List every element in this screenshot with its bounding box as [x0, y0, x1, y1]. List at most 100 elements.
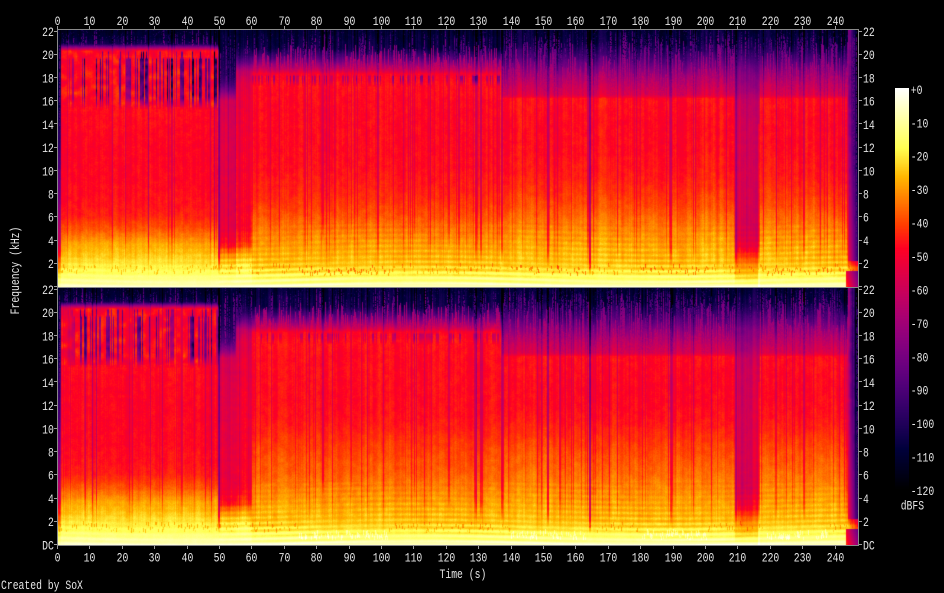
svg-text:0: 0 — [55, 14, 61, 29]
svg-text:210: 210 — [729, 550, 747, 565]
svg-text:8: 8 — [48, 188, 54, 203]
svg-text:130: 130 — [470, 14, 488, 29]
svg-text:60: 60 — [246, 14, 258, 29]
svg-text:230: 230 — [794, 550, 812, 565]
svg-text:16: 16 — [42, 353, 54, 368]
svg-text:14: 14 — [863, 118, 875, 133]
svg-text:-110: -110 — [911, 451, 934, 466]
svg-text:2: 2 — [863, 257, 869, 272]
svg-text:30: 30 — [149, 550, 161, 565]
svg-text:12: 12 — [42, 141, 54, 156]
svg-text:50: 50 — [214, 550, 226, 565]
svg-text:20: 20 — [42, 306, 54, 321]
svg-text:4: 4 — [863, 492, 869, 507]
svg-text:-50: -50 — [911, 250, 929, 265]
svg-text:100: 100 — [373, 14, 391, 29]
svg-text:22: 22 — [863, 25, 875, 40]
svg-text:14: 14 — [863, 376, 875, 391]
svg-text:20: 20 — [117, 550, 129, 565]
svg-text:20: 20 — [863, 306, 875, 321]
svg-text:12: 12 — [863, 141, 875, 156]
svg-text:22: 22 — [863, 283, 875, 298]
svg-text:180: 180 — [632, 550, 650, 565]
svg-text:18: 18 — [863, 71, 875, 86]
svg-text:dBFS: dBFS — [901, 498, 925, 513]
svg-text:-100: -100 — [911, 417, 934, 432]
svg-text:-60: -60 — [911, 283, 929, 298]
svg-text:40: 40 — [182, 14, 194, 29]
svg-text:14: 14 — [42, 118, 54, 133]
svg-text:240: 240 — [827, 14, 845, 29]
svg-text:70: 70 — [279, 14, 291, 29]
svg-text:Created by SoX: Created by SoX — [1, 578, 83, 593]
svg-text:-40: -40 — [911, 217, 929, 232]
svg-text:200: 200 — [697, 550, 715, 565]
svg-text:20: 20 — [117, 14, 129, 29]
svg-text:12: 12 — [863, 399, 875, 414]
svg-text:90: 90 — [344, 14, 356, 29]
svg-text:10: 10 — [42, 164, 54, 179]
svg-text:140: 140 — [503, 550, 521, 565]
svg-text:-80: -80 — [911, 350, 929, 365]
svg-text:-10: -10 — [911, 116, 929, 131]
svg-text:Frequency (kHz): Frequency (kHz) — [8, 227, 23, 315]
svg-text:20: 20 — [863, 48, 875, 63]
svg-text:140: 140 — [503, 14, 521, 29]
svg-text:120: 120 — [438, 14, 456, 29]
svg-text:DC: DC — [42, 538, 54, 553]
svg-text:190: 190 — [665, 550, 683, 565]
svg-text:220: 220 — [762, 550, 780, 565]
svg-text:220: 220 — [762, 14, 780, 29]
svg-text:80: 80 — [311, 550, 323, 565]
svg-text:18: 18 — [42, 329, 54, 344]
svg-text:80: 80 — [311, 14, 323, 29]
svg-text:110: 110 — [405, 550, 423, 565]
svg-text:30: 30 — [149, 14, 161, 29]
svg-text:70: 70 — [279, 550, 291, 565]
svg-text:8: 8 — [863, 446, 869, 461]
svg-text:6: 6 — [48, 469, 54, 484]
svg-text:160: 160 — [567, 550, 585, 565]
svg-text:50: 50 — [214, 14, 226, 29]
svg-text:12: 12 — [42, 399, 54, 414]
svg-text:10: 10 — [863, 164, 875, 179]
svg-text:-20: -20 — [911, 150, 929, 165]
svg-text:10: 10 — [42, 422, 54, 437]
svg-text:230: 230 — [794, 14, 812, 29]
svg-text:6: 6 — [48, 211, 54, 226]
svg-text:16: 16 — [42, 95, 54, 110]
svg-text:8: 8 — [863, 188, 869, 203]
svg-text:18: 18 — [863, 329, 875, 344]
svg-text:Time (s): Time (s) — [440, 567, 487, 582]
svg-text:130: 130 — [470, 550, 488, 565]
svg-text:8: 8 — [48, 446, 54, 461]
svg-text:110: 110 — [405, 14, 423, 29]
svg-text:120: 120 — [438, 550, 456, 565]
svg-text:4: 4 — [48, 492, 54, 507]
svg-text:40: 40 — [182, 550, 194, 565]
svg-text:150: 150 — [535, 550, 553, 565]
svg-text:160: 160 — [567, 14, 585, 29]
svg-text:16: 16 — [863, 353, 875, 368]
svg-text:10: 10 — [84, 14, 96, 29]
svg-text:6: 6 — [863, 469, 869, 484]
svg-text:150: 150 — [535, 14, 553, 29]
svg-text:4: 4 — [48, 234, 54, 249]
svg-text:170: 170 — [600, 14, 618, 29]
svg-text:0: 0 — [55, 550, 61, 565]
svg-text:170: 170 — [600, 550, 618, 565]
svg-text:22: 22 — [42, 283, 54, 298]
svg-text:-30: -30 — [911, 183, 929, 198]
svg-text:2: 2 — [48, 515, 54, 530]
svg-text:-90: -90 — [911, 384, 929, 399]
svg-text:2: 2 — [863, 515, 869, 530]
svg-text:4: 4 — [863, 234, 869, 249]
svg-text:240: 240 — [827, 550, 845, 565]
svg-text:2: 2 — [48, 257, 54, 272]
svg-text:190: 190 — [665, 14, 683, 29]
svg-text:90: 90 — [344, 550, 356, 565]
svg-text:22: 22 — [42, 25, 54, 40]
svg-text:180: 180 — [632, 14, 650, 29]
svg-text:10: 10 — [863, 422, 875, 437]
svg-text:100: 100 — [373, 550, 391, 565]
